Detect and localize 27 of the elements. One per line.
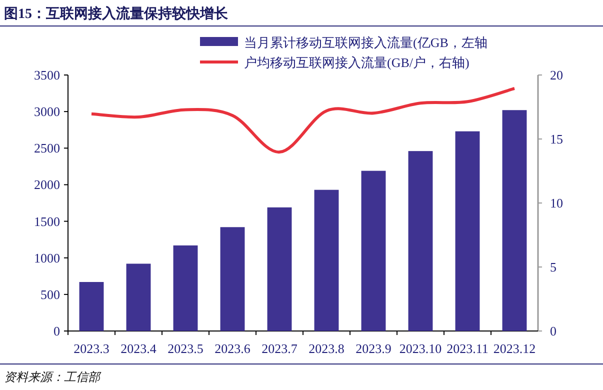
x-tick-label: 2023.12 <box>493 341 536 356</box>
y-tick-label: 0 <box>54 324 60 338</box>
y-tick-label: 1500 <box>34 214 60 229</box>
text: 资料来源：工信部 <box>4 370 102 384</box>
y-tick-label: 3500 <box>34 68 60 82</box>
legend-label: 当月累计移动互联网接入流量(亿GB，左轴 <box>244 35 488 50</box>
legend-label: 户均移动互联网接入流量(GB/户，右轴) <box>244 55 470 70</box>
y2-tick-label: 0 <box>550 324 556 338</box>
y2-tick-label: 20 <box>550 68 563 82</box>
y2-tick-label: 5 <box>550 260 556 274</box>
y-tick-label: 2500 <box>34 140 60 156</box>
x-tick-label: 2023.10 <box>399 341 442 356</box>
y-tick-label: 2000 <box>34 177 60 192</box>
y-tick-label: 1000 <box>34 250 60 266</box>
x-tick-label: 2023.6 <box>214 341 251 356</box>
y2-tick-label: 10 <box>550 196 563 210</box>
x-tick-label: 2023.5 <box>168 341 204 356</box>
x-tick-label: 2023.8 <box>308 341 344 356</box>
y-tick-label: 500 <box>40 286 60 302</box>
x-tick-label: 2023.9 <box>356 341 392 356</box>
x-tick-label: 2023.4 <box>120 341 157 356</box>
y-tick-label: 3000 <box>34 104 60 120</box>
x-tick-label: 2023.7 <box>262 341 298 356</box>
x-tick-label: 2023.3 <box>74 341 110 356</box>
title: 图15：互联网接入流量保持较快增长 <box>4 7 228 22</box>
y2-tick-label: 15 <box>550 132 563 146</box>
x-tick-label: 2023.11 <box>446 341 488 356</box>
